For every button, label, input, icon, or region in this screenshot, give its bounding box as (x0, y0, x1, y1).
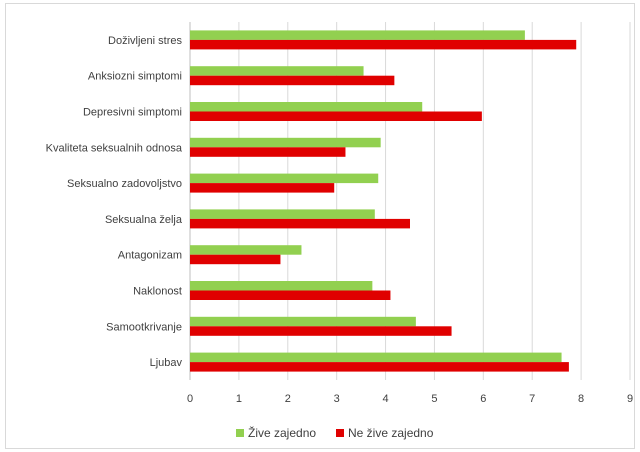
bar-ne-zive-zajedno (190, 147, 346, 157)
x-tick-label: 6 (480, 393, 486, 405)
bar-zive-zajedno (190, 137, 381, 148)
category-label: Ljubav (150, 357, 183, 369)
bar-zive-zajedno (190, 245, 302, 255)
bar-ne-zive-zajedno (190, 183, 335, 193)
category-label: Doživljeni stres (108, 35, 182, 47)
bar-ne-zive-zajedno (190, 39, 577, 50)
bar-zive-zajedno (190, 66, 364, 76)
legend-swatch (336, 429, 344, 437)
bar-ne-zive-zajedno (190, 326, 452, 336)
bar-zive-zajedno (190, 30, 525, 40)
x-tick-label: 0 (187, 393, 193, 405)
bar-ne-zive-zajedno (190, 290, 391, 300)
x-tick-label: 4 (382, 393, 388, 405)
x-tick-label: 7 (529, 393, 535, 405)
x-tick-label: 1 (236, 393, 242, 405)
legend-swatch (236, 429, 244, 437)
bar-ne-zive-zajedno (190, 362, 569, 372)
category-label: Depresivni simptomi (83, 107, 182, 119)
legend-entry: Ne žive zajedno (348, 426, 434, 440)
category-label: Kvaliteta seksualnih odnosa (46, 142, 183, 154)
x-tick-label: 3 (334, 393, 340, 405)
bar-zive-zajedno (190, 173, 379, 184)
category-label: Seksualno zadovoljstvo (67, 178, 182, 190)
bar-zive-zajedno (190, 281, 373, 291)
category-label: Samootkrivanje (106, 321, 182, 333)
bar-ne-zive-zajedno (190, 111, 482, 121)
bar-ne-zive-zajedno (190, 254, 281, 265)
x-tick-label: 8 (578, 393, 584, 405)
bar-zive-zajedno (190, 102, 423, 112)
bar-ne-zive-zajedno (190, 218, 410, 229)
x-tick-label: 5 (431, 393, 437, 405)
bar-zive-zajedno (190, 209, 375, 219)
bar-ne-zive-zajedno (190, 75, 395, 86)
legend-entry: Žive zajedno (248, 425, 316, 440)
x-tick-label: 9 (627, 393, 633, 405)
bar-zive-zajedno (190, 352, 562, 363)
x-tick-label: 2 (285, 393, 291, 405)
category-label: Naklonost (133, 286, 182, 298)
category-label: Antagonizam (118, 250, 182, 262)
bar-zive-zajedno (190, 316, 416, 327)
category-label: Seksualna želja (105, 214, 183, 226)
category-label: Anksiozni simptomi (88, 71, 182, 83)
